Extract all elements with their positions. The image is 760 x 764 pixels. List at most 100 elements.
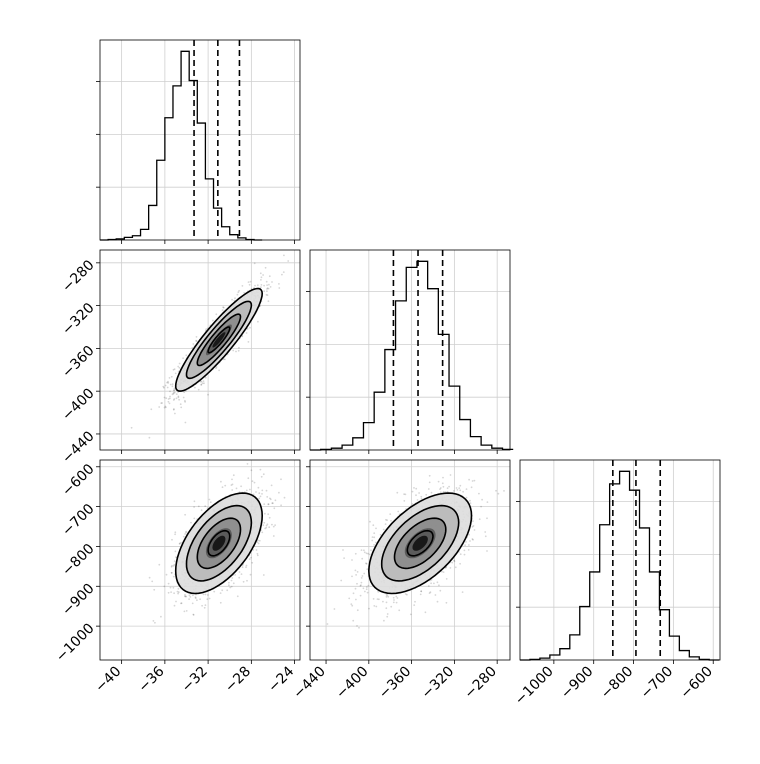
sample-point xyxy=(169,397,171,400)
sample-point xyxy=(367,584,370,587)
sample-point xyxy=(231,489,234,491)
x-tick-label: −800 xyxy=(598,664,637,703)
sample-point xyxy=(365,562,368,565)
sample-point xyxy=(171,393,174,396)
sample-point xyxy=(192,613,195,616)
sample-point xyxy=(173,408,175,410)
sample-point xyxy=(433,582,435,585)
contour-line xyxy=(207,326,231,354)
sample-point xyxy=(264,266,267,269)
sample-point xyxy=(164,405,167,408)
sample-point xyxy=(173,560,176,562)
histogram-panel xyxy=(306,249,514,454)
sample-point xyxy=(375,605,378,608)
sample-point xyxy=(161,402,164,404)
sample-point xyxy=(385,593,388,596)
sample-point xyxy=(469,502,472,504)
sample-point xyxy=(249,280,252,283)
sample-point xyxy=(172,586,175,589)
sample-point xyxy=(164,384,167,387)
sample-point xyxy=(258,497,261,500)
sample-point xyxy=(268,283,270,286)
sample-point xyxy=(466,458,468,460)
sample-point xyxy=(174,531,177,534)
sample-point xyxy=(224,484,227,487)
sample-point xyxy=(148,436,151,439)
sample-point xyxy=(361,557,364,560)
sample-point xyxy=(170,572,173,574)
sample-point xyxy=(200,380,203,383)
sample-point xyxy=(235,350,237,353)
sample-point xyxy=(228,584,230,587)
sample-point xyxy=(195,339,198,342)
sample-point xyxy=(260,286,262,289)
contour-line xyxy=(174,492,264,595)
contour-line xyxy=(406,529,434,557)
sample-point xyxy=(348,597,351,600)
sample-point xyxy=(172,392,175,395)
sample-point xyxy=(453,560,456,563)
sample-point xyxy=(163,396,166,399)
sample-point xyxy=(390,605,393,608)
sample-point xyxy=(169,390,171,393)
sample-point xyxy=(368,553,371,556)
histogram-panel xyxy=(96,39,301,244)
sample-point xyxy=(168,402,171,405)
sample-point xyxy=(192,343,195,345)
sample-point xyxy=(267,503,270,506)
sample-point xyxy=(263,503,266,505)
sample-point xyxy=(350,603,353,605)
sample-point xyxy=(160,615,162,618)
y-tick-label: −440 xyxy=(59,428,98,467)
sample-point xyxy=(203,606,206,609)
sample-point xyxy=(240,485,243,488)
sample-point xyxy=(442,485,445,488)
sample-point xyxy=(194,596,197,599)
sample-point xyxy=(224,358,226,361)
sample-point xyxy=(326,623,329,625)
sample-point xyxy=(360,577,363,579)
sample-point xyxy=(430,582,432,585)
y-tick-label: −900 xyxy=(59,581,98,620)
sample-point xyxy=(193,500,196,503)
sample-point xyxy=(257,486,260,489)
sample-point xyxy=(259,272,262,275)
x-tick-label: −28 xyxy=(222,664,254,696)
sample-point xyxy=(153,588,156,591)
sample-point xyxy=(354,552,357,555)
sample-point xyxy=(259,495,262,498)
sample-point xyxy=(441,570,443,573)
sample-point xyxy=(185,354,188,357)
sample-point xyxy=(182,535,185,538)
histogram-panel: −1000 −900 −800 −700 −600 xyxy=(512,459,721,708)
sample-point xyxy=(150,408,153,411)
sample-point xyxy=(355,574,357,576)
sample-point xyxy=(266,288,268,290)
sample-point xyxy=(256,552,259,555)
sample-point xyxy=(495,489,497,492)
sample-point xyxy=(478,518,481,521)
sample-point xyxy=(177,396,180,399)
sample-point xyxy=(406,593,408,596)
sample-point xyxy=(416,499,419,501)
sample-point xyxy=(193,517,196,520)
density-shade xyxy=(412,535,428,551)
sample-point xyxy=(481,498,483,501)
sample-point xyxy=(269,498,272,501)
sample-point xyxy=(246,463,249,465)
sample-point xyxy=(371,536,374,538)
sample-point xyxy=(439,589,442,592)
sample-point xyxy=(372,524,375,527)
sample-point xyxy=(222,306,225,309)
sample-point xyxy=(250,556,252,559)
sample-point xyxy=(465,488,468,490)
sample-point xyxy=(202,380,205,382)
sample-point xyxy=(245,489,248,492)
sample-point xyxy=(257,539,259,542)
sample-point xyxy=(273,507,276,510)
sample-point xyxy=(280,504,282,507)
sample-point xyxy=(245,332,248,334)
sample-point xyxy=(448,485,450,488)
sample-point xyxy=(403,493,405,495)
sample-point xyxy=(459,484,462,487)
